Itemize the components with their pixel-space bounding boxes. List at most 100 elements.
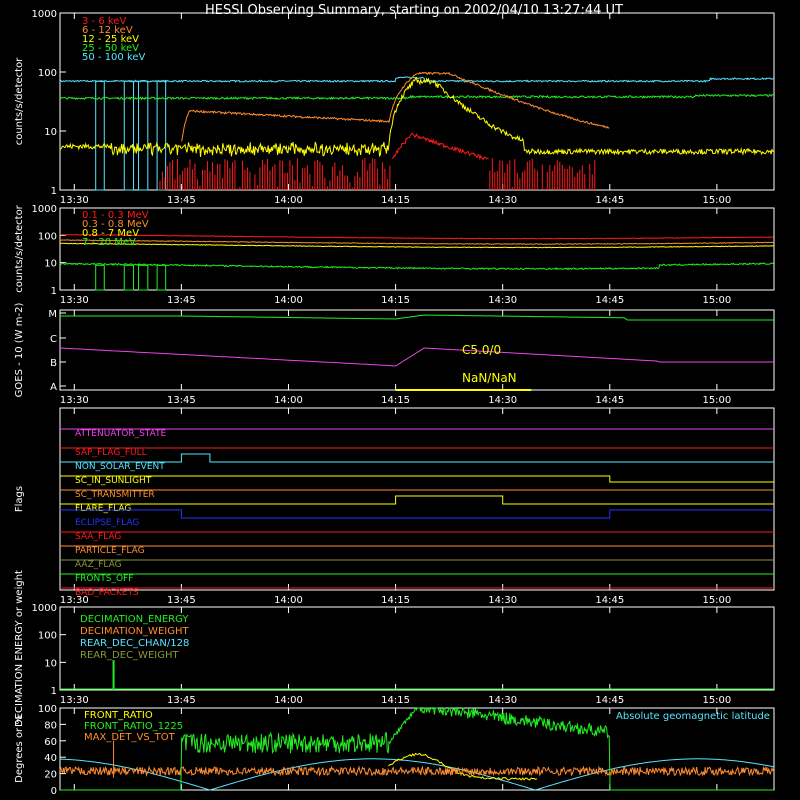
series-3-6kev-line (391, 132, 489, 161)
panel-3-ytick-label: M (48, 309, 57, 320)
panel-6-ytick-label: 100 (38, 704, 57, 715)
panel-2-ytick-label: 1000 (32, 204, 57, 215)
panel-6-legend-0: FRONT_RATIO (84, 710, 153, 721)
series-7-20mev-dropout (156, 264, 167, 291)
panel-6-ytick-label: 40 (44, 753, 57, 764)
panel-3-xtick-label: 13:45 (167, 395, 196, 406)
panel-1-xtick-label: 14:45 (595, 195, 624, 206)
panel-2-xtick-label: 14:30 (488, 295, 517, 306)
panel-4-ylabel: Flags (14, 486, 25, 512)
panel-2-frame (59, 207, 775, 291)
panel-2-legend-1: 0.3 - 0.8 MeV (82, 219, 149, 230)
flag-label-9: AAZ_FLAG (75, 560, 122, 570)
panel-3-xtick-label: 14:45 (595, 395, 624, 406)
series-12-25kev-line (59, 76, 774, 158)
flag-label-3: SC_IN_SUNLIGHT (75, 476, 152, 486)
panel-6-legend-1: FRONT_RATIO_1225 (84, 721, 183, 732)
series-50-100kev-dropout (95, 80, 105, 191)
panel-6-ylabel-text: Degrees or % (14, 715, 25, 783)
panel-2-legend-2: 0.8 - 7 MeV (82, 228, 139, 239)
panel-3-xtick-label: 15:00 (702, 395, 731, 406)
geomagnetic-latitude-line (59, 758, 774, 791)
series-0.8-7mev-line (59, 242, 774, 249)
flag-flare_flag-line (60, 495, 774, 505)
panel-5-legend-0: DECIMATION_ENERGY (80, 614, 189, 625)
panel-4-xtick-label: 15:00 (702, 595, 731, 606)
series-7-20mev-dropout (138, 264, 149, 291)
panel-4-xtick-label: 14:00 (274, 595, 303, 606)
panel-3-ytick-label: C (50, 334, 57, 345)
flag-label-1: SAP_FLAG_FULL (75, 448, 147, 458)
figure-title: HESSI Observing Summary, starting on 200… (205, 3, 623, 18)
panel-4-xtick-label: 14:15 (381, 595, 410, 606)
panel-5-ytick-label: 100 (38, 631, 57, 642)
panel-4-ylabel-text: Flags (14, 486, 25, 512)
panel-1-xtick-label: 14:15 (381, 195, 410, 206)
panel-5-ytick-label: 10 (44, 658, 57, 669)
panel-5-legend-3: REAR_DEC_WEIGHT (80, 650, 179, 661)
panel-5-ytick-label: 1 (51, 686, 57, 697)
panel-3-xtick-label: 14:30 (488, 395, 517, 406)
flag-label-8: PARTICLE_FLAG (75, 546, 145, 556)
panel-1-legend-1: 6 - 12 keV (82, 25, 133, 36)
goes-class-annotation: C5.0/0 (462, 343, 501, 357)
panel-4-frame (59, 407, 775, 591)
panel-5-xtick-label: 14:30 (488, 695, 517, 706)
panel-2-ytick-label: 10 (44, 259, 57, 270)
panel-1-ylabel-text: counts/s/detector (14, 57, 25, 145)
panel-6-ytick-label: 0 (51, 786, 57, 797)
panel-5-ylabel-text: DECIMATION ENERGY or weight (14, 570, 25, 727)
panel-5-xtick-label: 14:45 (595, 695, 624, 706)
panel-5-xtick-label: 14:15 (381, 695, 410, 706)
panel-2-xtick-label: 13:45 (167, 295, 196, 306)
series-50-100kev-dropout (138, 80, 149, 191)
flag-label-10: FRONTS_OFF (75, 574, 133, 584)
flag-label-5: FLARE_FLAG (75, 504, 131, 514)
panel-6-legend-2: MAX_DET_VS_TOT (84, 732, 176, 743)
panel-2-legend-3: 7 - 20 MeV (82, 237, 136, 248)
panel-5-ylabel: DECIMATION ENERGY or weight (14, 570, 25, 727)
panel-4-xtick-label: 14:45 (595, 595, 624, 606)
panel-3-ylabel: GOES - 10 (W m-2) (14, 303, 25, 398)
panel-6-ytick-label: 60 (44, 737, 57, 748)
panel-5-xtick-label: 13:30 (60, 695, 89, 706)
panel-6-ytick-label: 80 (44, 720, 57, 731)
panel-3-ytick-label: B (50, 358, 57, 369)
series-0.1-0.3mev-line (59, 233, 774, 240)
panel-2-xtick-label: 15:00 (702, 295, 731, 306)
panel-1-ytick-label: 10 (44, 127, 57, 138)
flag-label-4: SC_TRANSMITTER (75, 490, 155, 500)
panel-3-xtick-label: 13:30 (60, 395, 89, 406)
panel-2-xtick-label: 14:15 (381, 295, 410, 306)
panel-6-ylabel: Degrees or % (14, 715, 25, 783)
panel-4-xtick-label: 14:30 (488, 595, 517, 606)
panel-4-xtick-label: 13:45 (167, 595, 196, 606)
flag-label-6: ECLIPSE_FLAG (75, 518, 139, 528)
panel-3-ytick-label: A (50, 382, 57, 393)
series-7-20mev-dropout (123, 264, 135, 291)
flag-label-2: NON_SOLAR_EVENT (75, 462, 165, 472)
panel-2-xtick-label: 14:45 (595, 295, 624, 306)
goes-long-line (60, 314, 774, 321)
panel-1-xtick-label: 14:00 (274, 195, 303, 206)
series-0.3-0.8mev-line (59, 239, 774, 245)
panel-6-ytick-label: 20 (44, 770, 57, 781)
panel-1-legend-3: 25 - 50 keV (82, 43, 139, 54)
goes-short-line (59, 347, 774, 367)
panel-1-ytick-label: 1 (51, 186, 57, 197)
panel-1-frame (59, 12, 775, 191)
panel-2-xtick-label: 13:30 (60, 295, 89, 306)
panel-1-ytick-label: 1000 (32, 9, 57, 20)
panel-6-legend-3: Absolute geomagnetic latitude (616, 711, 770, 722)
series-7-20mev-dropout (95, 264, 105, 291)
panel-2-ytick-label: 100 (38, 231, 57, 242)
panel-3-xtick-label: 14:15 (381, 395, 410, 406)
panel-3-ylabel-text: GOES - 10 (W m-2) (14, 303, 25, 398)
series-6-12kev-line (181, 71, 610, 142)
flag-sc_in_sunlight-line (60, 475, 774, 483)
panel-5-xtick-label: 15:00 (702, 695, 731, 706)
panel-5-legend-2: REAR_DEC_CHAN/128 (80, 638, 189, 649)
panel-3-xtick-label: 14:00 (274, 395, 303, 406)
